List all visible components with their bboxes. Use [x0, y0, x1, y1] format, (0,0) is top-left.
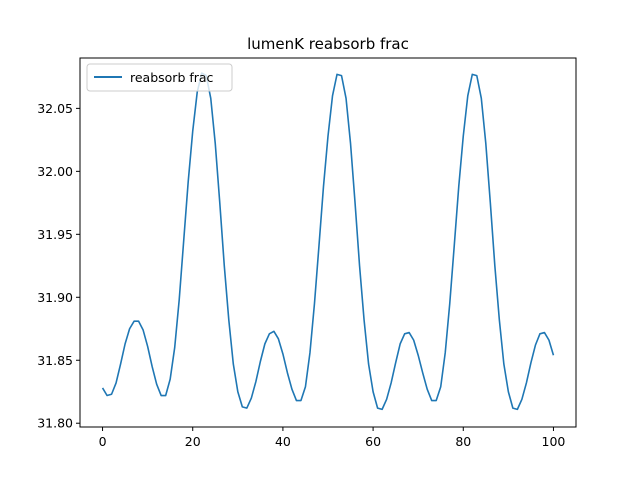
legend-label: reabsorb frac — [130, 70, 214, 85]
legend: reabsorb frac — [86, 63, 233, 92]
y-tick-label: 31.90 — [37, 290, 73, 305]
x-tick-label: 0 — [99, 434, 107, 449]
axes-frame — [79, 57, 577, 428]
x-tick-label: 20 — [185, 434, 201, 449]
chart-title: lumenK reabsorb frac — [247, 35, 409, 53]
legend-box — [86, 63, 233, 92]
y-tick-label: 31.95 — [37, 227, 73, 242]
x-tick-label: 60 — [365, 434, 381, 449]
axes: 0 20 40 60 80 100 31.80 31.85 31.90 31.95 32.00 32.… — [37, 57, 577, 449]
plot-area — [101, 72, 555, 411]
x-tick-label: 80 — [455, 434, 471, 449]
y-tick-label: 31.80 — [37, 416, 73, 431]
series-line-0 — [101, 72, 555, 411]
y-tick-label: 31.85 — [37, 353, 73, 368]
y-tick-label: 32.05 — [37, 101, 73, 116]
x-tick-label: 100 — [542, 434, 566, 449]
y-tick-label: 32.00 — [37, 164, 73, 179]
x-tick-label: 40 — [275, 434, 291, 449]
